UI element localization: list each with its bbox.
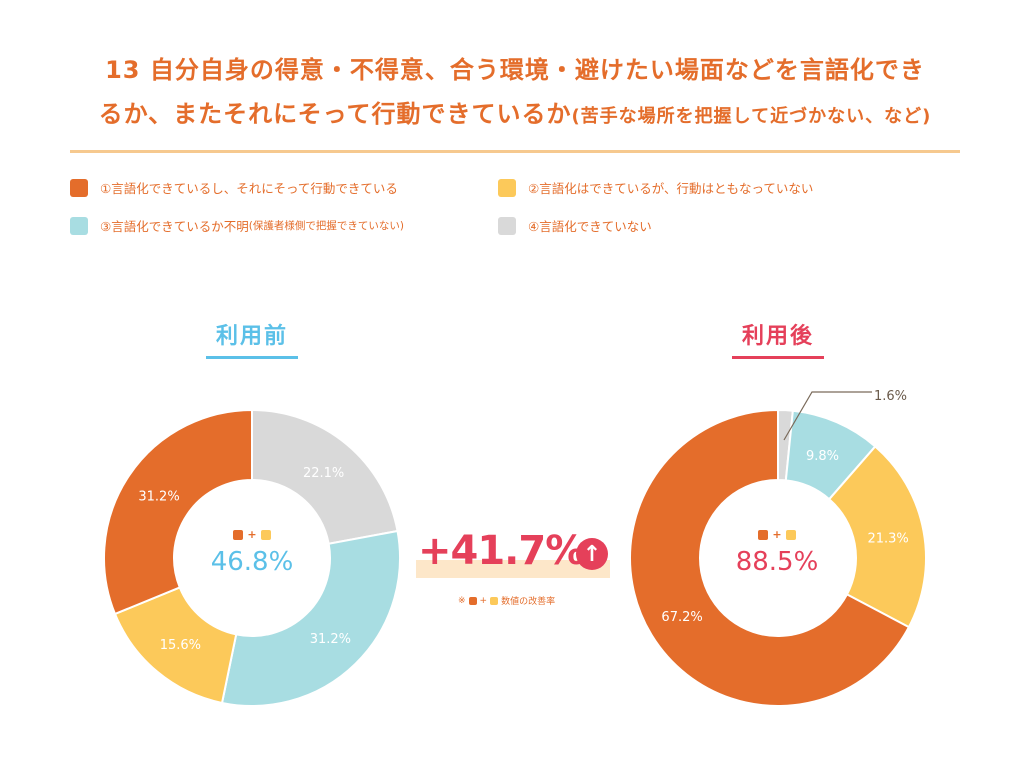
- center-swatch-yellow: [260, 529, 271, 540]
- legend-item-1: ①言語化できているし、それにそって行動できている: [70, 178, 398, 197]
- donut-slice-label: 9.8%: [806, 449, 839, 464]
- chart-title-before-text: 利用前: [215, 324, 288, 349]
- donut-slice: [629, 408, 911, 707]
- donut-slice-label: 31.2%: [138, 490, 179, 505]
- donut-slice: [827, 445, 927, 629]
- title-line-1: 13 自分自身の得意・不得意、合う環境・避けたい場面などを言語化でき: [105, 56, 925, 84]
- center-marks-after: +: [707, 528, 847, 541]
- center-swatch-yellow: [785, 529, 796, 540]
- center-value-before: 46.8%: [210, 547, 294, 577]
- arrow-up-icon: ↑: [576, 538, 608, 570]
- legend-item-2: ②言語化はできているが、行動はともなっていない: [498, 178, 813, 197]
- chart-title-after: 利用後: [698, 318, 858, 359]
- title-divider: [70, 150, 960, 153]
- center-swatch-orange: [233, 529, 244, 540]
- legend-item-3: ③言語化できているか不明 (保護者様側で把握できていない): [70, 216, 404, 235]
- callout-line: [783, 391, 872, 441]
- legend-swatch-4: [498, 216, 516, 235]
- page-title: 13 自分自身の得意・不得意、合う環境・避けたい場面などを言語化でき るか、また…: [60, 48, 970, 139]
- center-swatch-orange: [758, 529, 769, 540]
- improvement-note-text: 数値の改善率: [501, 597, 556, 607]
- legend-item-4: ④言語化できていない: [498, 216, 652, 235]
- legend-label-1: ①言語化できているし、それにそって行動できている: [100, 181, 398, 196]
- note-swatch-yellow: [490, 596, 499, 605]
- improvement-badge: +41.7% ↑: [416, 528, 612, 580]
- chart-title-after-underline: [732, 356, 824, 359]
- donut-slice-label: 22.1%: [303, 466, 344, 481]
- donut-slice-label: 1.6%: [874, 389, 907, 404]
- donut-slice: [251, 408, 399, 545]
- title-note: (苦手な場所を把握して近づかない、など): [571, 106, 932, 127]
- legend: ①言語化できているし、それにそって行動できている ②言語化はできているが、行動は…: [70, 178, 970, 238]
- improvement-note: ※ + 数値の改善率: [458, 594, 556, 608]
- title-line-2-main: るか、またそれにそって行動できているか: [98, 100, 572, 128]
- improvement-note-plus: +: [479, 595, 488, 606]
- improvement-note-prefix: ※: [458, 595, 466, 606]
- title-line-2: るか、またそれにそって行動できているか(苦手な場所を把握して近づかない、など): [60, 92, 970, 139]
- donut-slice-label: 67.2%: [661, 610, 702, 625]
- improvement-highlight: [416, 560, 610, 578]
- center-label-before: + 46.8%: [182, 528, 322, 577]
- center-plus: +: [247, 528, 257, 541]
- donut-slice-label: 31.2%: [310, 632, 351, 647]
- callout-leader: [783, 391, 872, 441]
- donut-after: 1.6% 9.8% 21.3% 67.2%: [629, 389, 927, 707]
- donut-slice-label: 15.6%: [160, 638, 201, 653]
- donut-slice-label: 21.3%: [867, 532, 908, 547]
- donut-slice: [220, 529, 401, 707]
- chart-title-before: 利用前: [172, 318, 332, 359]
- note-swatch-orange: [468, 596, 477, 605]
- legend-swatch-2: [498, 178, 516, 197]
- center-marks-before: +: [182, 528, 322, 541]
- donut-before: 22.1% 31.2% 15.6% 31.2%: [103, 408, 401, 707]
- chart-title-before-underline: [206, 356, 298, 359]
- legend-label-2: ②言語化はできているが、行動はともなっていない: [528, 181, 814, 196]
- center-plus: +: [772, 528, 782, 541]
- legend-label-4: ④言語化できていない: [528, 219, 652, 234]
- legend-swatch-1: [70, 178, 88, 197]
- legend-label-3-sub: (保護者様側で把握できていない): [248, 220, 404, 232]
- center-value-after: 88.5%: [735, 547, 819, 577]
- center-label-after: + 88.5%: [707, 528, 847, 577]
- legend-label-3: ③言語化できているか不明: [100, 219, 249, 234]
- chart-title-after-text: 利用後: [741, 324, 814, 349]
- donut-slice: [103, 408, 253, 616]
- legend-swatch-3: [70, 216, 88, 235]
- improvement-value: +41.7%: [418, 528, 585, 574]
